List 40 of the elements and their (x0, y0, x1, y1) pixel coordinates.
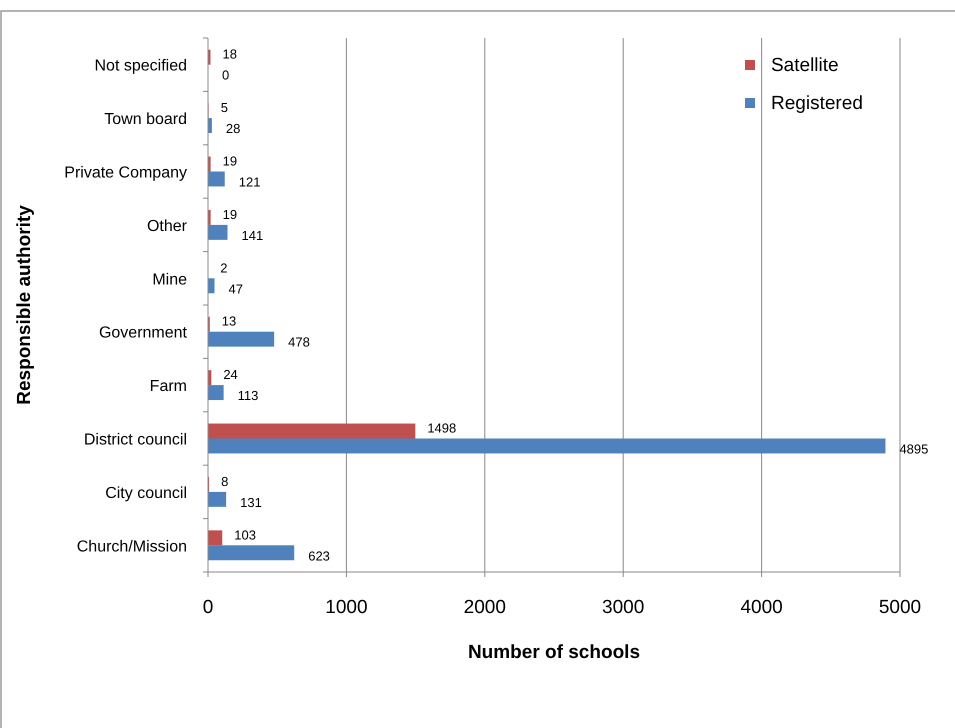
y-tick-label: Government (98, 324, 188, 342)
data-label: 141 (242, 228, 264, 243)
x-tick-label: 1000 (325, 597, 368, 618)
data-label: 113 (238, 388, 258, 404)
y-tick-label: Farm (150, 378, 187, 396)
y-tick-label: Not specified (94, 58, 187, 75)
data-label: 623 (308, 548, 330, 564)
y-tick-label: Other (146, 218, 188, 235)
data-label: 121 (238, 174, 260, 190)
data-label: 8 (221, 474, 228, 489)
data-label: 13 (222, 314, 236, 329)
x-tick-label: 5000 (878, 597, 922, 618)
data-label: 5 (220, 100, 228, 116)
data-label: 2 (220, 260, 228, 276)
y-axis-title: Responsible authority (14, 204, 35, 405)
x-tick-label: 0 (202, 597, 214, 618)
data-label: 28 (226, 121, 240, 136)
data-label: 131 (240, 494, 262, 510)
legend-label: Registered (771, 93, 863, 114)
data-label: 103 (234, 527, 256, 542)
x-axis-title: Number of schools (468, 642, 640, 663)
legend-label: Satellite (771, 55, 839, 76)
y-tick-label: District council (84, 432, 187, 448)
data-label: 19 (222, 154, 238, 168)
data-label: 478 (288, 334, 310, 350)
data-label: 4895 (899, 442, 928, 456)
y-tick-label: Town board (104, 111, 187, 128)
data-label: 19 (222, 206, 238, 222)
y-tick-label: Church/Mission (76, 538, 187, 556)
data-label: 47 (228, 281, 243, 296)
data-label: 1498 (427, 420, 456, 436)
x-tick-label: 4000 (740, 597, 783, 618)
data-label: 24 (223, 367, 238, 382)
x-tick-label: 3000 (602, 597, 644, 618)
y-tick-label: City council (105, 484, 187, 502)
y-tick-label: Private Company (64, 164, 187, 182)
data-label: 18 (222, 46, 237, 62)
data-label: 0 (222, 68, 230, 83)
x-tick-label: 2000 (464, 597, 506, 618)
y-tick-label: Mine (152, 271, 188, 288)
